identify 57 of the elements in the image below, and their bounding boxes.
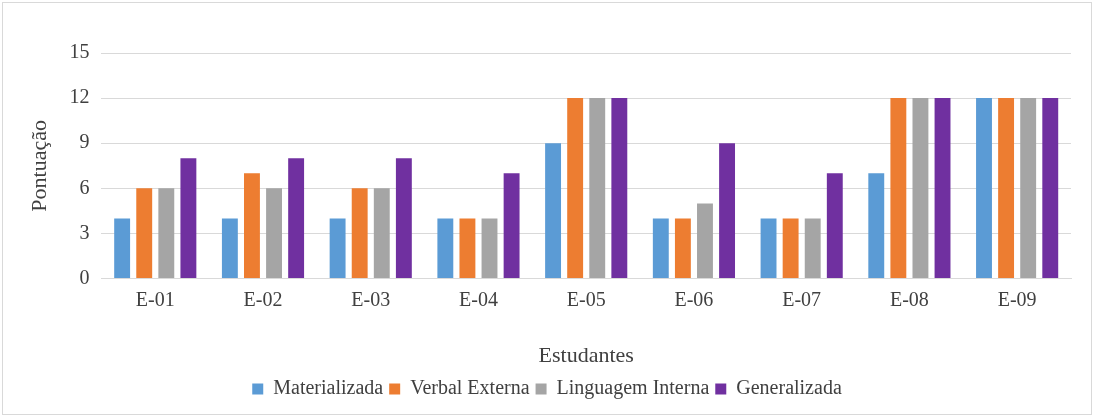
bar [1020,98,1037,279]
x-tick-label: E-04 [459,287,498,310]
bar [868,173,885,279]
x-tick-label: E-05 [566,287,606,310]
x-tick-label: E-09 [997,287,1037,310]
bar [652,218,669,279]
x-axis-title: Estudantes [538,341,634,367]
bar [934,98,951,279]
bar [890,98,907,279]
bar [481,218,498,279]
bar [719,143,736,279]
y-tick-label: 3 [79,220,90,243]
bar [288,158,305,279]
bar [158,188,175,279]
bar [180,158,197,279]
bar [611,98,628,279]
x-tick-label: E-07 [782,287,822,310]
legend-label: Linguagem Interna [556,376,710,400]
x-tick-label: E-08 [889,287,929,310]
bar [266,188,282,279]
x-tick-label: E-03 [351,287,391,310]
bar [373,188,390,279]
bar [545,143,562,279]
x-tick-label: E-06 [674,287,714,310]
bar [589,98,606,279]
bar [998,98,1015,279]
bar [503,173,520,279]
bar [459,218,476,279]
bar [351,188,368,279]
y-tick-label: 6 [79,175,90,198]
bar [782,218,799,279]
bar [329,218,346,279]
bar [114,218,131,279]
x-tick-label: E-02 [243,287,283,310]
bar [804,218,821,279]
legend-label: Materializada [273,376,384,399]
bar [674,218,691,279]
y-axis-title: Pontuação [25,119,51,212]
bar [244,173,260,279]
bar [395,158,412,279]
x-tick-label: E-01 [135,287,175,310]
bar [1042,98,1059,279]
bar [697,203,713,279]
legend-label: Verbal Externa [410,376,530,399]
bar [760,218,777,279]
bar [976,98,992,279]
bar [826,173,843,279]
bar [912,98,929,279]
bar [136,188,153,279]
y-tick-label: 0 [79,265,90,288]
y-tick-label: 9 [79,130,90,153]
legend-label: Generalizada [736,376,842,399]
y-tick-label: 15 [69,40,90,63]
bar [221,218,238,279]
bar [567,98,584,279]
bar [437,218,454,279]
y-tick-label: 12 [69,85,90,108]
